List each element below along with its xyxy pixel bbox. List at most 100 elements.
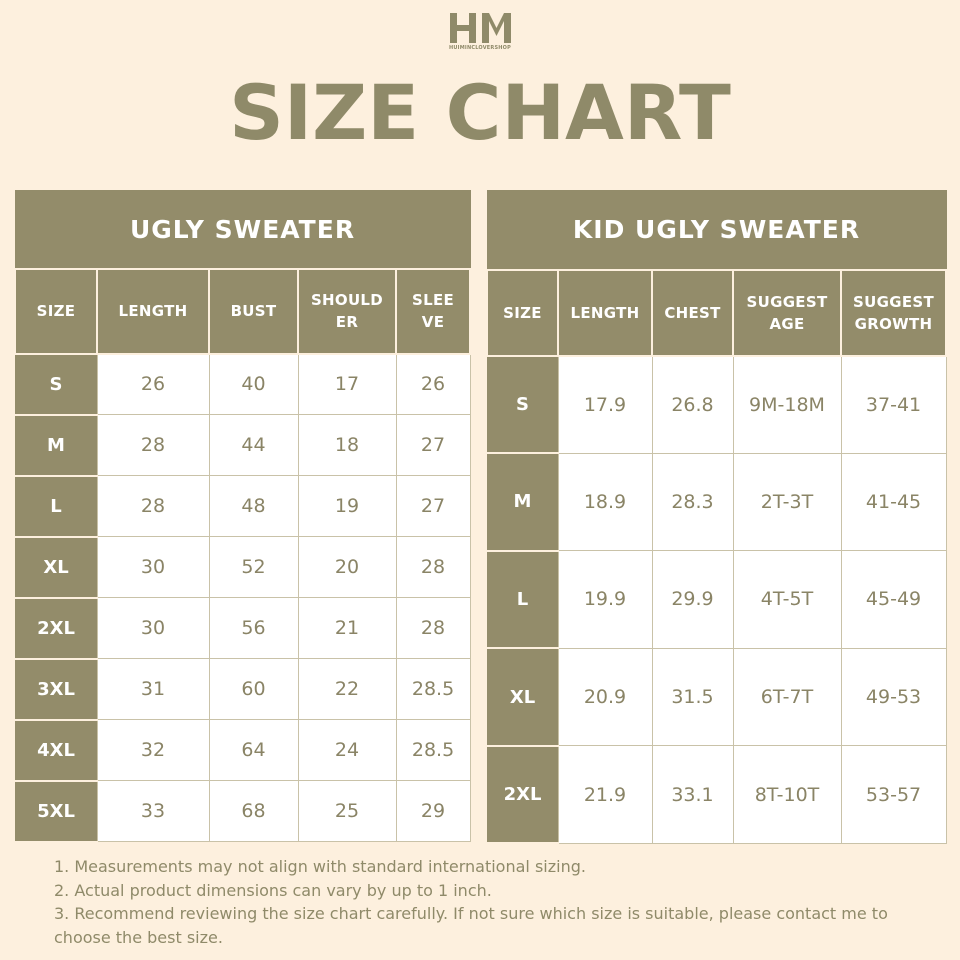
adult-value-cell: 27 bbox=[395, 414, 471, 476]
adult-size-label: M bbox=[14, 413, 98, 477]
adult-value-cell: 44 bbox=[208, 414, 299, 476]
kid-value-cell: 18.9 bbox=[557, 452, 653, 552]
kid-value-cell: 2T-3T bbox=[732, 452, 842, 552]
adult-table-body: S 26 40 17 26 M 28 44 18 27 L 28 48 19 27 XL 30 52 20 28 2XL… bbox=[14, 352, 471, 843]
kid-size-label: XL bbox=[486, 647, 559, 747]
adult-value-cell: 25 bbox=[297, 780, 397, 842]
size-notes: 1. Measurements may not align with stand… bbox=[54, 855, 914, 949]
adult-value-cell: 21 bbox=[297, 597, 397, 659]
kid-value-cell: 29.9 bbox=[651, 550, 734, 649]
table-row: L 28 48 19 27 bbox=[14, 474, 471, 538]
kid-value-cell: 45-49 bbox=[840, 550, 947, 649]
table-row: 5XL 33 68 25 29 bbox=[14, 779, 471, 843]
kid-col-header-line: CHEST bbox=[664, 303, 721, 322]
adult-col-header: SHOULD ER bbox=[297, 267, 397, 355]
adult-value-cell: 18 bbox=[297, 414, 397, 476]
kid-value-cell: 19.9 bbox=[557, 550, 653, 649]
adult-value-cell: 48 bbox=[208, 475, 299, 537]
table-row: S 17.9 26.8 9M-18M 37-41 bbox=[486, 354, 947, 455]
adult-size-label: 5XL bbox=[14, 779, 98, 843]
adult-value-cell: 28 bbox=[96, 475, 210, 537]
table-row: 2XL 30 56 21 28 bbox=[14, 596, 471, 660]
adult-value-cell: 27 bbox=[395, 475, 471, 537]
note-3: 3. Recommend reviewing the size chart ca… bbox=[54, 904, 888, 947]
adult-value-cell: 31 bbox=[96, 658, 210, 720]
kid-value-cell: 17.9 bbox=[557, 355, 653, 454]
adult-value-cell: 60 bbox=[208, 658, 299, 720]
note-1: 1. Measurements may not align with stand… bbox=[54, 857, 586, 876]
kid-value-cell: 8T-10T bbox=[732, 745, 842, 844]
adult-value-cell: 20 bbox=[297, 536, 397, 598]
table-row: L 19.9 29.9 4T-5T 45-49 bbox=[486, 549, 947, 650]
kid-value-cell: 53-57 bbox=[840, 745, 947, 844]
kid-col-header-line: SUGGEST bbox=[853, 292, 935, 311]
table-row: 4XL 32 64 24 28.5 bbox=[14, 718, 471, 782]
page-title: SIZE CHART bbox=[229, 68, 731, 157]
kid-value-cell: 9M-18M bbox=[732, 355, 842, 454]
adult-col-header: LENGTH bbox=[96, 267, 210, 355]
kid-size-table: KID UGLY SWEATER SIZE LENGTH CHEST SUGGEST A… bbox=[486, 190, 948, 845]
kid-value-cell: 4T-5T bbox=[732, 550, 842, 649]
kid-col-header: SIZE bbox=[486, 268, 559, 357]
kid-value-cell: 41-45 bbox=[840, 452, 947, 552]
kid-value-cell: 33.1 bbox=[651, 745, 734, 844]
adult-col-header-line: BUST bbox=[230, 302, 277, 320]
adult-col-header: SLEE VE bbox=[394, 267, 472, 355]
table-row: 3XL 31 60 22 28.5 bbox=[14, 657, 471, 721]
adult-value-cell: 64 bbox=[208, 719, 299, 781]
kid-value-cell: 26.8 bbox=[651, 355, 734, 454]
kid-size-label: 2XL bbox=[486, 744, 559, 845]
adult-col-header: BUST bbox=[208, 267, 299, 355]
adult-value-cell: 30 bbox=[96, 536, 210, 598]
adult-col-header-line: SIZE bbox=[36, 302, 76, 320]
brand-name: HUIMINCLOVERSHOP bbox=[449, 45, 511, 51]
kid-table-body: S 17.9 26.8 9M-18M 37-41 M 18.9 28.3 2T-3T 41-45 L… bbox=[486, 354, 947, 845]
adult-value-cell: 28 bbox=[395, 536, 471, 598]
adult-value-cell: 33 bbox=[96, 780, 210, 842]
adult-size-label: 2XL bbox=[14, 596, 98, 660]
kid-size-label: M bbox=[486, 452, 559, 552]
adult-value-cell: 24 bbox=[297, 719, 397, 781]
adult-value-cell: 32 bbox=[96, 719, 210, 781]
adult-col-header: SIZE bbox=[14, 267, 98, 355]
adult-value-cell: 52 bbox=[208, 536, 299, 598]
logo-mark-icon bbox=[450, 13, 511, 43]
kid-col-header-line: LENGTH bbox=[570, 303, 640, 322]
brand-logo: HUIMINCLOVERSHOP bbox=[440, 12, 520, 56]
kid-col-header: SUGGEST GROWTH bbox=[839, 268, 948, 357]
adult-size-table: UGLY SWEATER SIZE LENGTH BUST SHOULD ER SLEE V… bbox=[14, 190, 472, 843]
kid-value-cell: 49-53 bbox=[840, 647, 947, 747]
adult-table-title: UGLY SWEATER bbox=[14, 190, 471, 269]
kid-value-cell: 37-41 bbox=[840, 355, 947, 454]
kid-size-label: S bbox=[486, 354, 559, 455]
kid-value-cell: 6T-7T bbox=[732, 647, 842, 747]
kid-size-label: L bbox=[486, 549, 559, 650]
kid-value-cell: 21.9 bbox=[557, 745, 653, 844]
adult-value-cell: 26 bbox=[96, 353, 210, 415]
adult-size-label: 3XL bbox=[14, 657, 98, 721]
adult-value-cell: 22 bbox=[297, 658, 397, 720]
adult-col-header-line: ER bbox=[335, 313, 359, 331]
kid-header-row: SIZE LENGTH CHEST SUGGEST AGE SUGGEST GROWTH bbox=[486, 268, 948, 357]
table-row: S 26 40 17 26 bbox=[14, 352, 471, 416]
kid-col-header: CHEST bbox=[651, 268, 734, 357]
note-2: 2. Actual product dimensions can vary by… bbox=[54, 880, 492, 900]
adult-value-cell: 40 bbox=[208, 353, 299, 415]
adult-size-label: XL bbox=[14, 535, 98, 599]
adult-col-header-line: VE bbox=[421, 313, 445, 331]
adult-size-label: S bbox=[14, 352, 98, 416]
adult-col-header-line: SHOULD bbox=[310, 291, 384, 309]
adult-value-cell: 68 bbox=[208, 780, 299, 842]
adult-size-label: L bbox=[14, 474, 98, 538]
kid-value-cell: 20.9 bbox=[557, 647, 653, 747]
table-row: M 28 44 18 27 bbox=[14, 413, 471, 477]
adult-value-cell: 17 bbox=[297, 353, 397, 415]
adult-value-cell: 28.5 bbox=[395, 719, 471, 781]
adult-size-label: 4XL bbox=[14, 718, 98, 782]
kid-table-title: KID UGLY SWEATER bbox=[486, 190, 947, 270]
kid-value-cell: 31.5 bbox=[651, 647, 734, 747]
kid-col-header-line: AGE bbox=[769, 314, 805, 333]
adult-value-cell: 28.5 bbox=[395, 658, 471, 720]
kid-col-header: SUGGEST AGE bbox=[732, 268, 842, 357]
adult-value-cell: 56 bbox=[208, 597, 299, 659]
